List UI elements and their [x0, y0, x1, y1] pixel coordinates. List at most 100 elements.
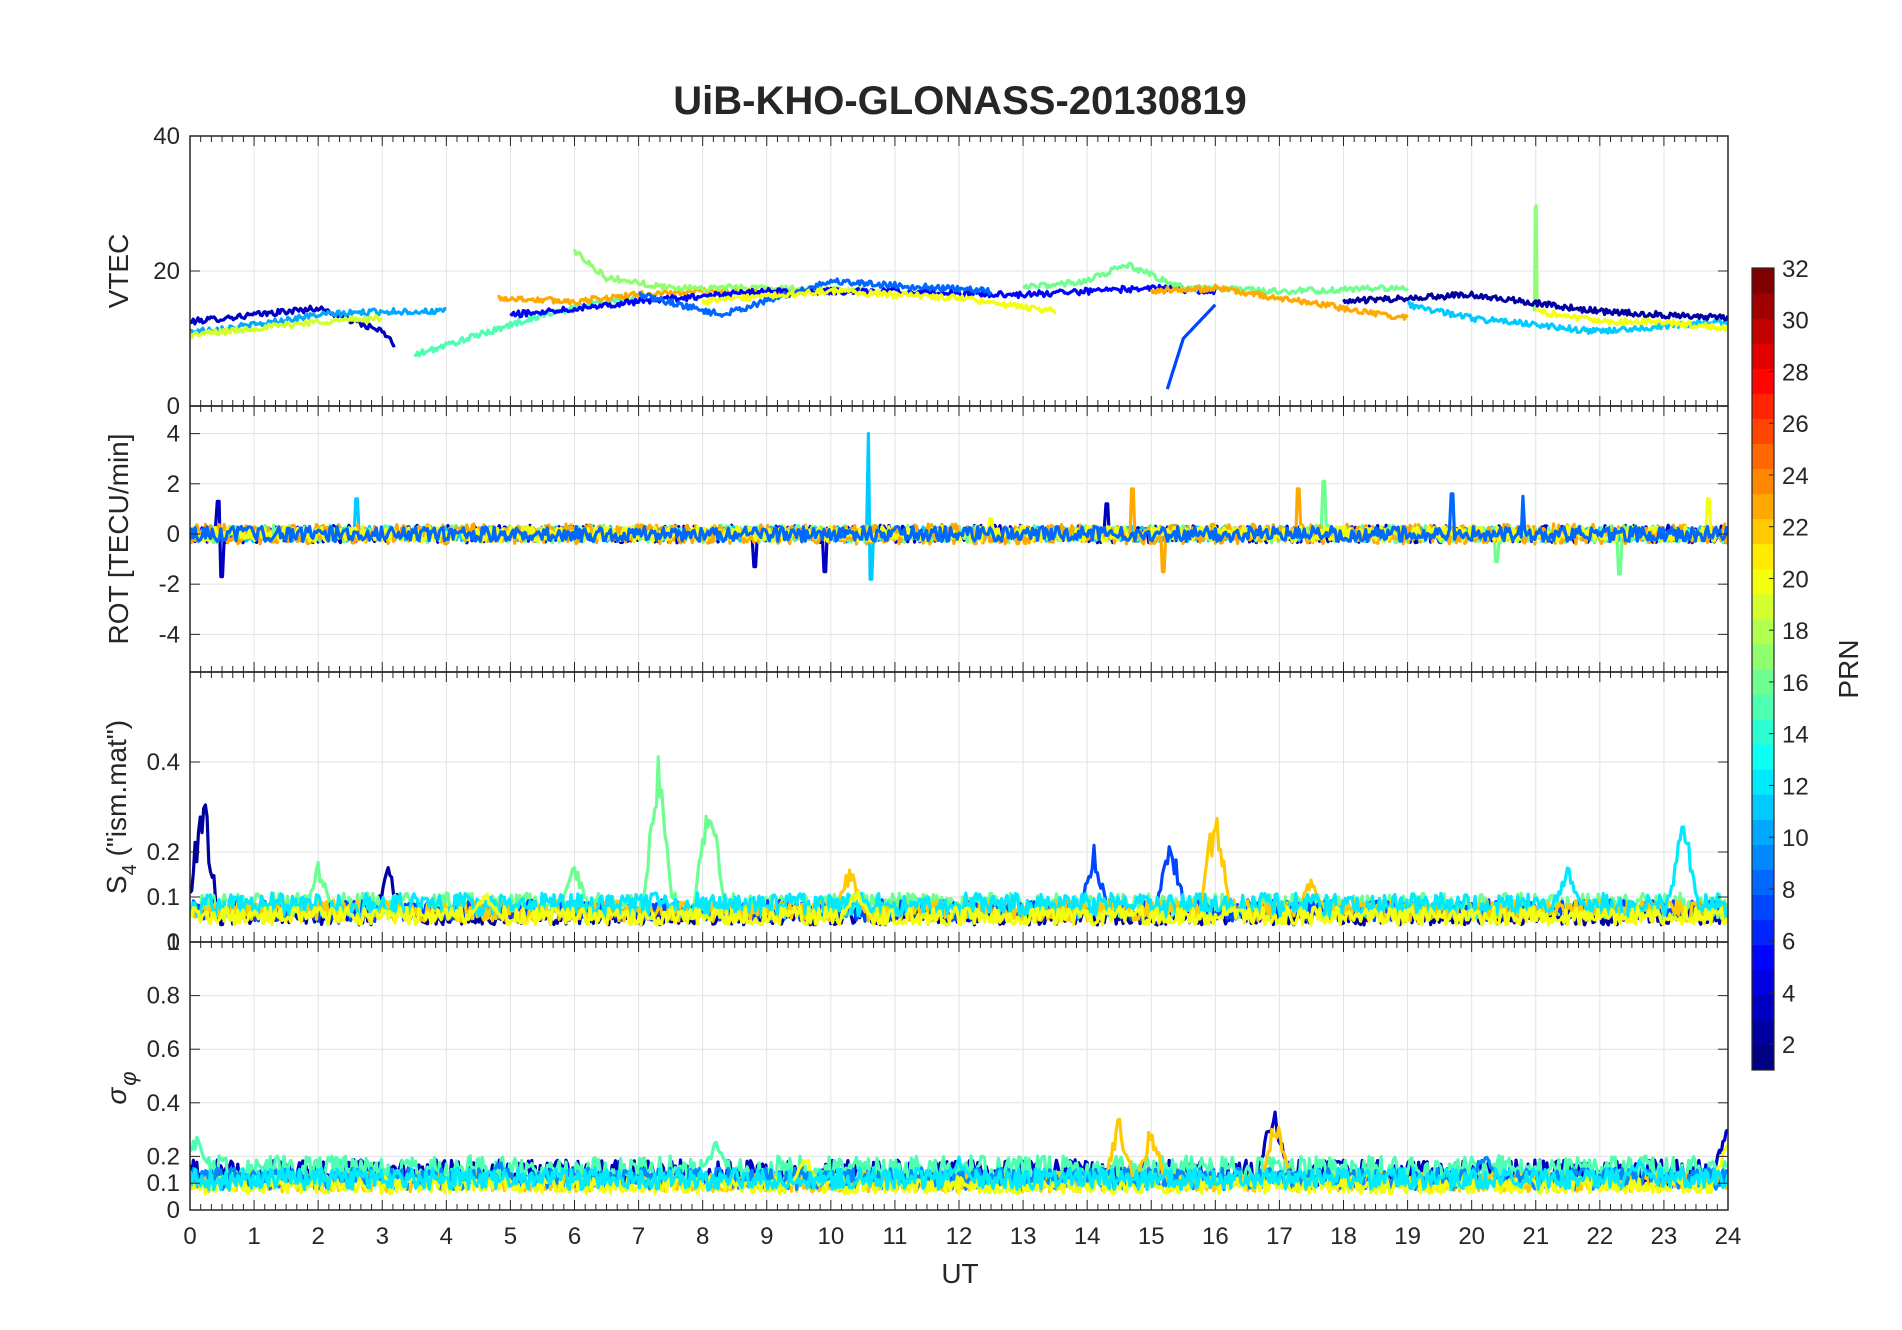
series-group: [190, 1110, 1728, 1196]
x-tick-label: 0: [183, 1223, 196, 1250]
series-line-prn-15: [190, 1135, 1728, 1186]
x-tick-label: 17: [1266, 1223, 1293, 1250]
colorbar-band: [1752, 293, 1774, 319]
colorbar-band: [1752, 869, 1774, 896]
x-tick-label: 1: [247, 1223, 260, 1250]
y-tick-label: 0: [167, 929, 180, 956]
y-tick-label: 0: [167, 521, 180, 548]
y-tick-label: -4: [159, 621, 180, 648]
panel-3: 0.1 0.2 0.4 0 S4 ("ism.mat"): [101, 671, 1729, 956]
series-line-prn-8: [190, 492, 1728, 544]
x-axis-label: UT: [941, 1258, 978, 1289]
series-line-prn-17: [572, 249, 865, 296]
x-tick-label: 3: [376, 1223, 389, 1250]
colorbar-band: [1752, 443, 1774, 469]
colorbar-tick-label: 12: [1782, 773, 1809, 800]
series-line-prn-3: [190, 304, 396, 348]
y-tick-label: 2: [167, 471, 180, 498]
series-line-prn-20: [1534, 308, 1728, 332]
y-tick-label: 0.2: [147, 1143, 180, 1170]
colorbar-tick-label: 20: [1782, 566, 1809, 593]
series-line-prn-2: [1342, 290, 1728, 322]
x-tick-label: 23: [1651, 1223, 1678, 1250]
colorbar-tick-label: 4: [1782, 980, 1795, 1007]
colorbar-tick-label: 26: [1782, 411, 1809, 438]
colorbar-tick-label: 28: [1782, 359, 1809, 386]
x-tick-label: 14: [1074, 1223, 1101, 1250]
colorbar-band: [1752, 493, 1774, 520]
series-group: [190, 755, 1728, 927]
colorbar-band: [1752, 1044, 1774, 1071]
y-tick-label: 0.8: [147, 983, 180, 1010]
x-tick-label: 19: [1394, 1223, 1421, 1250]
y-tick-label: 0.4: [147, 749, 180, 776]
series-line-prn-20: [701, 287, 1057, 315]
chart-title: UiB-KHO-GLONASS-20130819: [673, 79, 1247, 123]
colorbar-band: [1752, 418, 1774, 444]
colorbar-band: [1752, 618, 1774, 645]
x-tick-label: 9: [760, 1223, 773, 1250]
colorbar-band: [1752, 393, 1774, 419]
x-tick-label: 4: [440, 1223, 453, 1250]
colorbar-tick-label: 8: [1782, 877, 1795, 904]
colorbar-band: [1752, 944, 1774, 971]
series-line-prn-7: [1165, 303, 1217, 390]
x-tick-label: 5: [504, 1223, 517, 1250]
colorbar-band: [1752, 844, 1774, 870]
y-tick-label: 0: [167, 1197, 180, 1224]
colorbar-band: [1752, 343, 1774, 369]
x-tick-label: 8: [696, 1223, 709, 1250]
y-axis-label: VTEC: [103, 234, 134, 309]
y-tick-label: 40: [153, 123, 180, 150]
colorbar-tick-label: 14: [1782, 722, 1809, 749]
x-tick-label: 18: [1330, 1223, 1357, 1250]
y-axis-label: S4 ("ism.mat"): [101, 720, 141, 894]
y-axis-label: σφ: [101, 1071, 141, 1104]
x-tick-label: 16: [1202, 1223, 1229, 1250]
colorbar-band: [1752, 769, 1774, 795]
y-tick-label: 1: [167, 929, 180, 956]
series-line-prn-23: [1149, 283, 1409, 321]
y-tick-label: 0.1: [147, 1170, 180, 1197]
y-tick-label: -2: [159, 571, 180, 598]
colorbar-band: [1752, 819, 1774, 845]
colorbar-band: [1752, 894, 1774, 921]
series-group: [190, 204, 1728, 390]
colorbar-band: [1752, 593, 1774, 620]
colorbar-band: [1752, 994, 1774, 1021]
colorbar-band: [1752, 568, 1774, 595]
colorbar-band: [1752, 643, 1774, 670]
x-tick-label: 11: [882, 1223, 907, 1250]
x-tick-label: 15: [1138, 1223, 1165, 1250]
y-tick-label: 0.1: [147, 884, 180, 911]
colorbar-band: [1752, 719, 1774, 745]
colorbar-band: [1752, 1019, 1774, 1046]
colorbar-tick-label: 24: [1782, 463, 1809, 490]
colorbar-tick-label: 16: [1782, 670, 1809, 697]
y-tick-label: 0.2: [147, 839, 180, 866]
series-line-prn-19: [190, 314, 383, 340]
y-tick-label: 20: [153, 258, 180, 285]
x-tick-label: 7: [632, 1223, 645, 1250]
series-group: [190, 432, 1728, 581]
colorbar-tick-label: 2: [1782, 1032, 1795, 1059]
series-line-prn-17: [1532, 204, 1539, 312]
series-line-prn-20: [190, 890, 1728, 927]
colorbar-band: [1752, 518, 1774, 545]
x-tick-label: 10: [817, 1223, 844, 1250]
panel-1: 0 20 40 VTEC: [103, 123, 1729, 420]
colorbar-band: [1752, 919, 1774, 946]
x-tick-label: 2: [311, 1223, 324, 1250]
colorbar-band: [1752, 669, 1774, 695]
colorbar-band: [1752, 543, 1774, 570]
y-tick-label: 0: [167, 393, 180, 420]
x-tick-label: 22: [1586, 1223, 1613, 1250]
x-tick-label: 21: [1522, 1223, 1549, 1250]
panel-2: -4 -2 0 2 4 ROT [TECU/min]: [103, 405, 1729, 673]
colorbar-band: [1752, 368, 1774, 394]
series-line-prn-12: [190, 1155, 1728, 1192]
